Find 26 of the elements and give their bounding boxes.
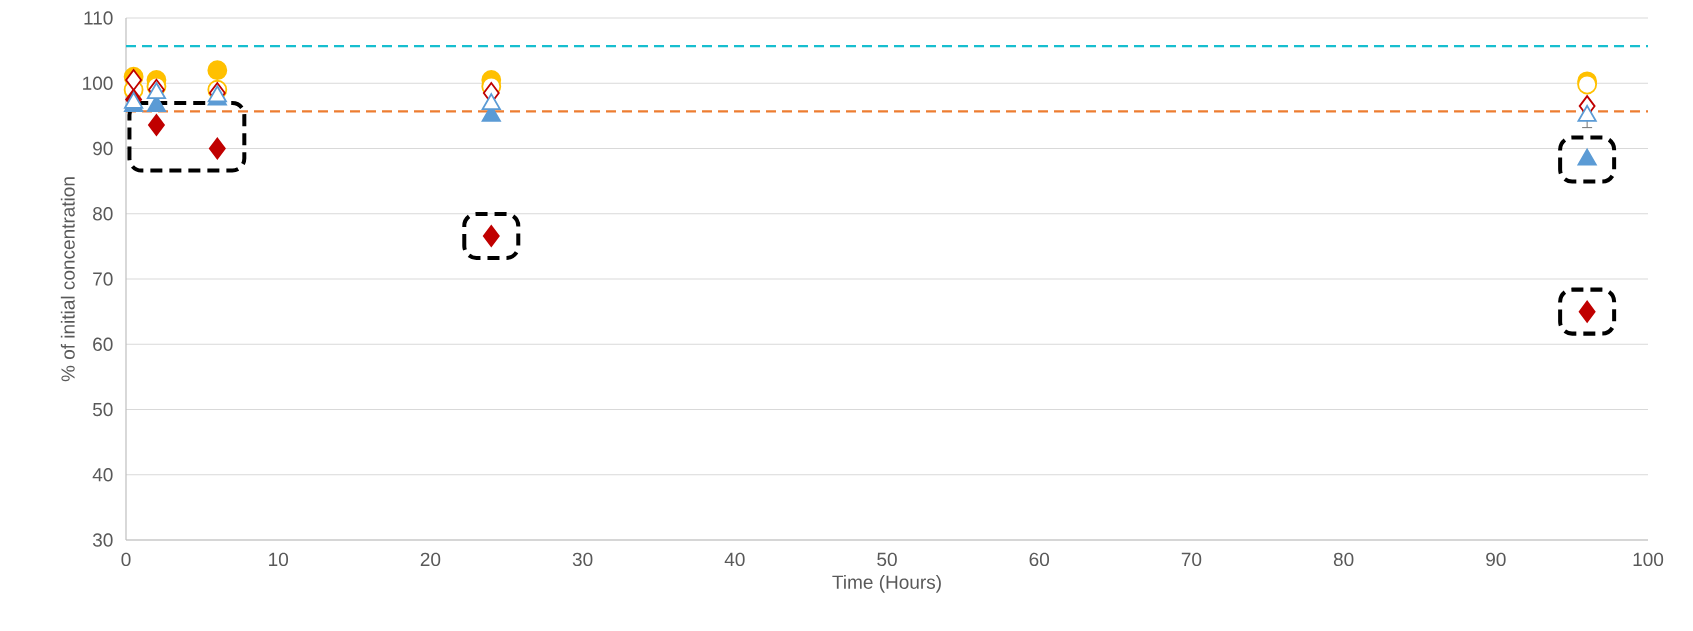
x-tick-label: 50 (877, 552, 897, 567)
x-tick-label: 0 (121, 552, 131, 567)
y-tick-label: 70 (93, 272, 113, 286)
point (148, 114, 165, 136)
x-tick-label: 40 (724, 552, 745, 567)
y-tick-label: 50 (92, 402, 113, 417)
y-tick-label: 60 (93, 337, 113, 351)
x-tick-label: 100 (1633, 552, 1664, 567)
point (481, 93, 501, 111)
x-axis-title: Time (Hours) (832, 574, 941, 593)
y-axis-title: % of initial concentration (60, 177, 75, 382)
x-tick-label: 30 (572, 552, 593, 567)
point (208, 137, 226, 160)
x-tick-label: 90 (1486, 552, 1506, 567)
y-tick-label: 100 (83, 76, 113, 90)
x-tick-label: 60 (1029, 552, 1050, 567)
point (207, 60, 228, 81)
y-tick-label: 80 (93, 207, 113, 221)
y-tick-label: 110 (84, 11, 113, 25)
y-tick-label: 40 (92, 468, 113, 482)
y-tick-label: 30 (92, 533, 113, 547)
y-tick-label: 90 (93, 141, 113, 156)
x-tick-label: 10 (269, 552, 289, 567)
x-tick-label: 80 (1333, 552, 1354, 567)
x-tick-label: 20 (420, 552, 441, 567)
x-tick-label: 70 (1181, 552, 1202, 567)
